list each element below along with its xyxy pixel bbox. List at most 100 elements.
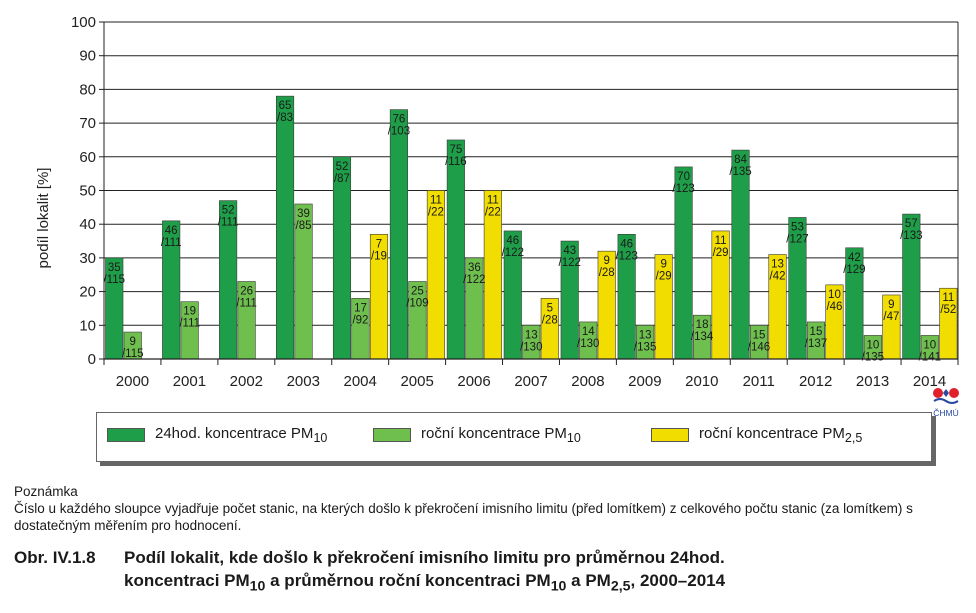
bar <box>275 95 295 360</box>
data-label: 39 <box>297 208 310 220</box>
bar <box>674 166 693 360</box>
legend-label: 24hod. koncentrace PM10 <box>155 425 328 445</box>
data-label: 13 <box>771 259 784 271</box>
data-label: /111 <box>218 217 239 229</box>
data-label: 35 <box>108 262 121 274</box>
data-label: /92 <box>352 314 368 326</box>
data-label: /122 <box>559 257 581 269</box>
data-label: /29 <box>713 247 729 259</box>
y-tick-label: 0 <box>88 351 96 368</box>
note-title: Poznámka <box>14 484 78 499</box>
axes: 0 10 20 30 40 50 60 70 80 90 100 2000 2001 2002 2003 20… <box>71 14 959 390</box>
data-label: 46 <box>165 225 178 237</box>
y-tick-label: 70 <box>79 115 96 132</box>
data-label: 75 <box>449 144 462 156</box>
x-tick-label: 2001 <box>173 373 206 390</box>
data-label: 11 <box>430 195 442 207</box>
y-tick-label: 30 <box>79 250 96 267</box>
y-tick-label: 10 <box>79 317 96 334</box>
data-label: /28 <box>542 314 558 326</box>
legend-item-pm25-annual: roční koncentrace PM2,5 <box>651 425 862 445</box>
x-tick-label: 2005 <box>400 373 433 390</box>
x-tick-label: 2011 <box>743 373 775 390</box>
data-label: /42 <box>770 271 786 283</box>
data-label: 25 <box>411 285 424 297</box>
data-label: /141 <box>919 351 941 363</box>
data-label: /123 <box>615 250 637 262</box>
data-label: 11 <box>942 292 954 304</box>
data-label: /137 <box>805 338 827 350</box>
note-text: Číslo u každého sloupce vyjadřuje počet … <box>14 501 913 533</box>
data-label: 46 <box>506 235 519 247</box>
data-label: 13 <box>525 329 538 341</box>
data-label: /122 <box>463 274 485 286</box>
data-label: /135 <box>634 341 656 353</box>
x-tick-label: 2012 <box>799 373 832 390</box>
y-tick-label: 80 <box>79 81 96 98</box>
data-label: 15 <box>810 326 823 338</box>
x-tick-label: 2009 <box>628 373 661 390</box>
chart-note: Poznámka Číslo u každého sloupce vyjadřu… <box>14 483 944 534</box>
data-label: /123 <box>672 183 694 195</box>
data-label: 46 <box>620 238 633 250</box>
data-label: /129 <box>843 264 865 276</box>
data-label: /116 <box>445 156 467 168</box>
data-label: /47 <box>883 311 899 323</box>
data-label: 9 <box>130 336 136 348</box>
data-label: 36 <box>468 262 481 274</box>
data-label: 11 <box>487 195 499 207</box>
data-label: /122 <box>502 247 524 259</box>
data-label: 11 <box>715 235 727 247</box>
legend-swatch <box>373 428 411 442</box>
caption-line1: Obr. IV.1.8 Podíl lokalit, kde došlo k př… <box>14 548 725 567</box>
data-label: /135 <box>729 166 751 178</box>
data-label: /127 <box>786 233 808 245</box>
bar <box>389 109 408 360</box>
data-label: /111 <box>236 297 257 309</box>
bar <box>332 156 352 360</box>
x-tick-label: 2004 <box>344 373 377 390</box>
data-label: 13 <box>639 329 652 341</box>
data-label: /146 <box>748 341 770 353</box>
data-label: /28 <box>599 267 615 279</box>
data-label: /109 <box>406 297 428 309</box>
data-label: /83 <box>277 112 293 124</box>
data-label: /133 <box>900 230 922 242</box>
legend-swatch <box>107 428 145 442</box>
legend-item-pm10-annual: roční koncentrace PM10 <box>373 425 581 445</box>
legend-swatch <box>651 428 689 442</box>
data-label: /46 <box>826 301 842 313</box>
bar-chart: 35/11546/11152/11165/8352/8776/10375/116… <box>35 14 959 390</box>
x-tick-label: 2010 <box>685 373 718 390</box>
data-label: /29 <box>656 271 672 283</box>
data-label: /87 <box>334 173 350 185</box>
data-label: /52 <box>940 304 956 316</box>
y-tick-label: 100 <box>71 14 96 31</box>
x-tick-label: 2008 <box>571 373 604 390</box>
bar <box>446 139 465 360</box>
data-label: /85 <box>296 220 312 232</box>
data-label: /22 <box>485 207 501 219</box>
x-tick-label: 2003 <box>287 373 320 390</box>
x-tick-label: 2006 <box>457 373 490 390</box>
data-label: 19 <box>183 306 196 318</box>
x-tick-label: 2000 <box>116 373 149 390</box>
chmu-logo: ČHMÚ <box>928 384 964 418</box>
legend-item-pm10-24h: 24hod. koncentrace PM10 <box>107 425 327 445</box>
bar-labels: 35/11546/11152/11165/8352/8776/10375/116… <box>103 100 956 363</box>
y-tick-label: 50 <box>79 183 96 200</box>
y-tick-label: 90 <box>79 48 96 65</box>
logo-text: ČHMÚ <box>933 408 959 418</box>
data-label: 52 <box>336 161 349 173</box>
data-label: 53 <box>791 221 804 233</box>
data-label: /115 <box>103 274 125 286</box>
data-label: 76 <box>393 114 406 126</box>
data-label: 26 <box>240 285 253 297</box>
data-label: /103 <box>388 126 410 138</box>
data-label: 10 <box>866 339 879 351</box>
data-label: 15 <box>753 329 766 341</box>
data-label: 18 <box>696 319 709 331</box>
x-tick-label: 2002 <box>230 373 263 390</box>
data-label: /111 <box>161 237 182 249</box>
data-label: 5 <box>547 302 553 314</box>
